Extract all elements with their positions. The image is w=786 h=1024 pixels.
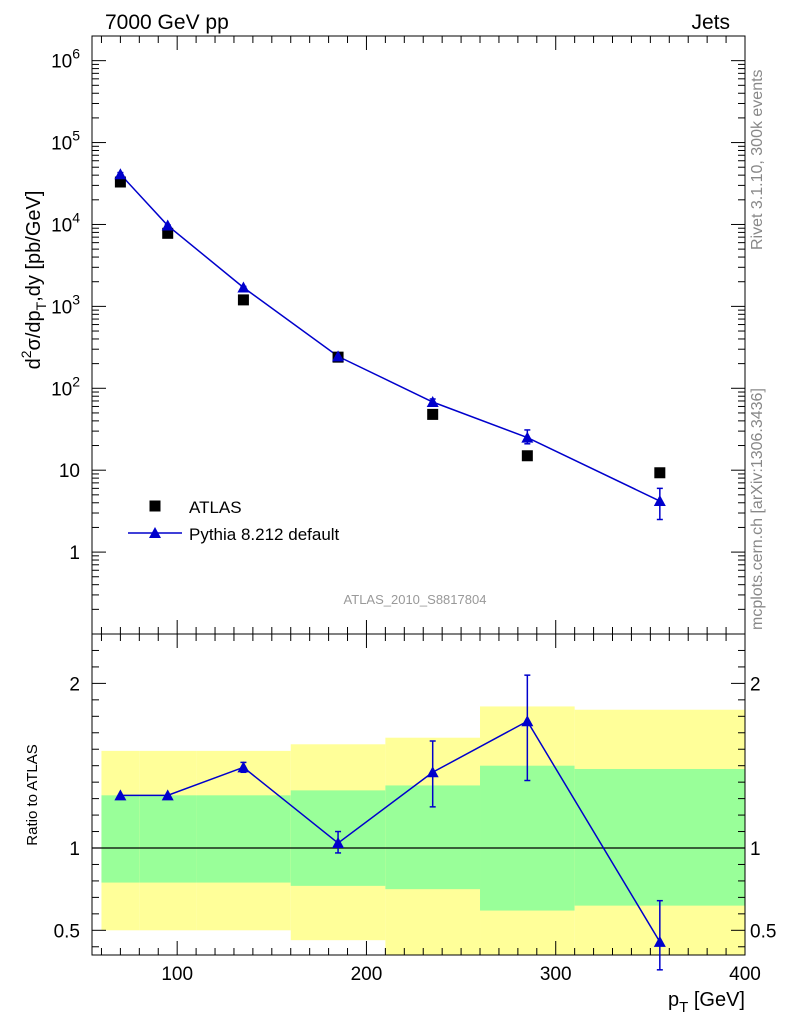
mc-point <box>521 431 534 443</box>
main-ylabel: d2σ/dpT,dy [pb/GeV] <box>18 191 49 370</box>
data-point <box>427 408 439 420</box>
x-axis-label: pT [GeV] <box>668 989 745 1016</box>
mc-point <box>426 395 439 407</box>
ratio-ylabel: Ratio to ATLAS <box>24 744 41 845</box>
ratio-point <box>653 935 666 947</box>
mc-point <box>161 219 174 231</box>
main-frame <box>91 35 746 635</box>
svg-text:d2σ/dpT,dy [pb/GeV]: d2σ/dpT,dy [pb/GeV] <box>18 191 49 370</box>
ratio-y-tick-label-left: 0.5 <box>54 921 80 942</box>
header-left: 7000 GeV pp <box>105 11 229 34</box>
data-point <box>237 294 249 306</box>
mc-point <box>653 495 666 507</box>
ratio-point <box>521 715 534 727</box>
legend-mc-marker <box>149 527 161 538</box>
band-inner <box>196 795 291 883</box>
mcplots-label: mcplots.cern.ch [arXiv:1306.3436] <box>749 388 766 630</box>
band-inner <box>574 768 745 906</box>
ratio-point <box>114 789 127 801</box>
data-point <box>521 450 533 462</box>
header-right: Jets <box>691 11 730 34</box>
analysis-tag: ATLAS_2010_S8817804 <box>344 592 487 607</box>
mc-point <box>332 350 345 362</box>
ratio-y-tick-label-right: 0.5 <box>750 921 776 942</box>
y-tick-label: 103 <box>51 291 80 318</box>
ratio-panel: 0.5 0.5 1 1 2 2 100 200 300 400 <box>54 633 776 985</box>
x-tick-label: 300 <box>540 964 572 985</box>
ratio-frame <box>91 633 746 956</box>
legend-data-label: ATLAS <box>189 498 242 517</box>
ratio-point <box>237 761 250 773</box>
mc-point <box>114 168 127 180</box>
x-tick-label: 400 <box>729 964 761 985</box>
ratio-y-tick-label-right: 2 <box>750 674 761 695</box>
ratio-y-tick-label-left: 2 <box>69 674 80 695</box>
data-point <box>654 467 666 479</box>
x-tick-label: 200 <box>351 964 383 985</box>
legend-mc-label: Pythia 8.212 default <box>189 525 340 544</box>
ratio-point <box>332 837 345 849</box>
y-tick-label: 106 <box>51 46 80 73</box>
y-tick-label: 105 <box>51 128 80 155</box>
band-inner <box>139 795 197 883</box>
ratio-point <box>426 766 439 778</box>
mc-point <box>237 281 250 293</box>
legend-data-marker <box>149 500 161 512</box>
mc-line <box>119 173 661 502</box>
data-point <box>114 176 126 188</box>
ratio-y-tick-label-left: 1 <box>69 839 80 860</box>
y-tick-label: 102 <box>51 373 80 400</box>
x-tick-label: 100 <box>161 964 193 985</box>
band-inner <box>101 795 140 883</box>
ratio-y-tick-label-right: 1 <box>750 839 761 860</box>
y-tick-label: 1 <box>69 543 80 564</box>
y-tick-label: 10 <box>59 461 80 482</box>
band-inner <box>480 765 575 911</box>
rivet-label: Rivet 3.1.10, 300k events <box>749 69 766 250</box>
data-point <box>162 227 174 239</box>
y-tick-label: 104 <box>51 209 80 236</box>
ratio-point <box>161 789 174 801</box>
